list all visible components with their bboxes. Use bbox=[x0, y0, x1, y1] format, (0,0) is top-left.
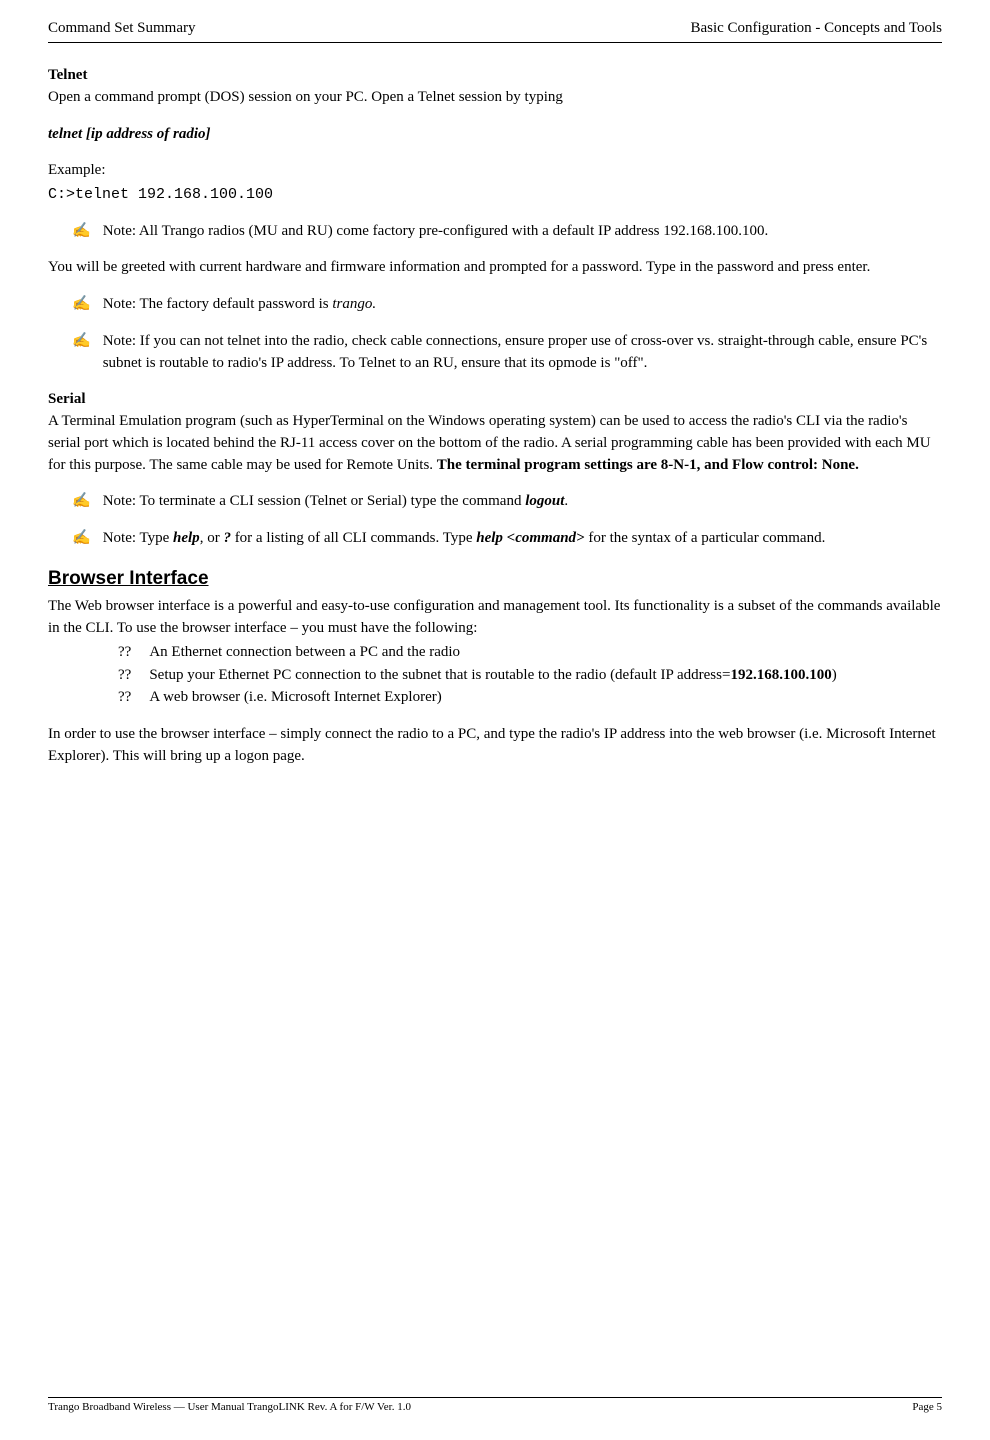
bullet-marker: ?? bbox=[118, 687, 131, 709]
note-default-ip: ✍ Note: All Trango radios (MU and RU) co… bbox=[72, 221, 942, 243]
note-password-prefix: Note: The factory default password is bbox=[103, 296, 333, 312]
note-help-f: help <command> bbox=[476, 530, 584, 546]
serial-para: A Terminal Emulation program (such as Hy… bbox=[48, 411, 942, 476]
note-help-a: Note: Type bbox=[103, 530, 173, 546]
telnet-para-open: Open a command prompt (DOS) session on y… bbox=[48, 87, 942, 109]
browser-heading: Browser Interface bbox=[48, 565, 942, 593]
page-footer: Trango Broadband Wireless — User Manual … bbox=[48, 1397, 942, 1416]
telnet-para-password: You will be greeted with current hardwar… bbox=[48, 257, 942, 279]
note-help-e: for a listing of all CLI commands. Type bbox=[231, 530, 476, 546]
footer-right: Page 5 bbox=[912, 1400, 942, 1416]
browser-requirements-list: ?? An Ethernet connection between a PC a… bbox=[118, 642, 942, 709]
header-right: Basic Configuration - Concepts and Tools bbox=[690, 18, 942, 40]
list-item: ?? Setup your Ethernet PC connection to … bbox=[118, 665, 942, 687]
serial-section: Serial A Terminal Emulation program (suc… bbox=[48, 389, 942, 550]
note-logout-prefix: Note: To terminate a CLI session (Telnet… bbox=[103, 493, 526, 509]
telnet-command-syntax: telnet [ip address of radio] bbox=[48, 124, 942, 146]
footer-left: Trango Broadband Wireless — User Manual … bbox=[48, 1400, 411, 1416]
list-item: ?? A web browser (i.e. Microsoft Interne… bbox=[118, 687, 942, 709]
browser-para-usage: In order to use the browser interface – … bbox=[48, 724, 942, 768]
pencil-icon: ✍ bbox=[72, 294, 91, 316]
note-logout-text: Note: To terminate a CLI session (Telnet… bbox=[103, 491, 942, 513]
note-help: ✍ Note: Type help, or ? for a listing of … bbox=[48, 528, 942, 550]
pencil-icon: ✍ bbox=[72, 331, 91, 353]
note-telnet-troubleshoot-text: Note: If you can not telnet into the rad… bbox=[103, 331, 942, 375]
list-item: ?? An Ethernet connection between a PC a… bbox=[118, 642, 942, 664]
bullet-subnet-ip: 192.168.100.100 bbox=[730, 667, 831, 683]
note-default-password-text: Note: The factory default password is tr… bbox=[103, 294, 942, 316]
note-help-d: ? bbox=[223, 530, 231, 546]
note-logout-cmd: logout bbox=[525, 493, 564, 509]
browser-para-intro: The Web browser interface is a powerful … bbox=[48, 596, 942, 640]
bullet-subnet-c: ) bbox=[832, 667, 837, 683]
bullet-ethernet: An Ethernet connection between a PC and … bbox=[149, 642, 460, 664]
header-left: Command Set Summary bbox=[48, 18, 196, 40]
bullet-subnet: Setup your Ethernet PC connection to the… bbox=[149, 665, 836, 687]
page-header: Command Set Summary Basic Configuration … bbox=[48, 18, 942, 43]
bullet-webbrowser: A web browser (i.e. Microsoft Internet E… bbox=[149, 687, 441, 709]
pencil-icon: ✍ bbox=[72, 491, 91, 513]
note-password-value: trango. bbox=[332, 296, 376, 312]
pencil-icon: ✍ bbox=[72, 221, 91, 243]
telnet-section: Telnet Open a command prompt (DOS) sessi… bbox=[48, 65, 942, 375]
note-logout: ✍ Note: To terminate a CLI session (Teln… bbox=[72, 491, 942, 513]
note-help-c: , or bbox=[200, 530, 224, 546]
bullet-subnet-a: Setup your Ethernet PC connection to the… bbox=[149, 667, 730, 683]
example-command: C:>telnet 192.168.100.100 bbox=[48, 184, 942, 206]
serial-heading: Serial bbox=[48, 389, 942, 411]
serial-settings: The terminal program settings are 8-N-1,… bbox=[437, 457, 859, 473]
note-default-password: ✍ Note: The factory default password is … bbox=[72, 294, 942, 316]
bullet-marker: ?? bbox=[118, 642, 131, 664]
note-help-b: help bbox=[173, 530, 200, 546]
note-telnet-troubleshoot: ✍ Note: If you can not telnet into the r… bbox=[72, 331, 942, 375]
browser-section: Browser Interface The Web browser interf… bbox=[48, 565, 942, 768]
telnet-heading: Telnet bbox=[48, 65, 942, 87]
example-label: Example: bbox=[48, 160, 942, 182]
note-logout-suffix: . bbox=[564, 493, 568, 509]
bullet-marker: ?? bbox=[118, 665, 131, 687]
pencil-icon: ✍ bbox=[72, 530, 91, 546]
note-default-ip-text: Note: All Trango radios (MU and RU) come… bbox=[103, 221, 942, 243]
note-help-g: for the syntax of a particular command. bbox=[585, 530, 826, 546]
